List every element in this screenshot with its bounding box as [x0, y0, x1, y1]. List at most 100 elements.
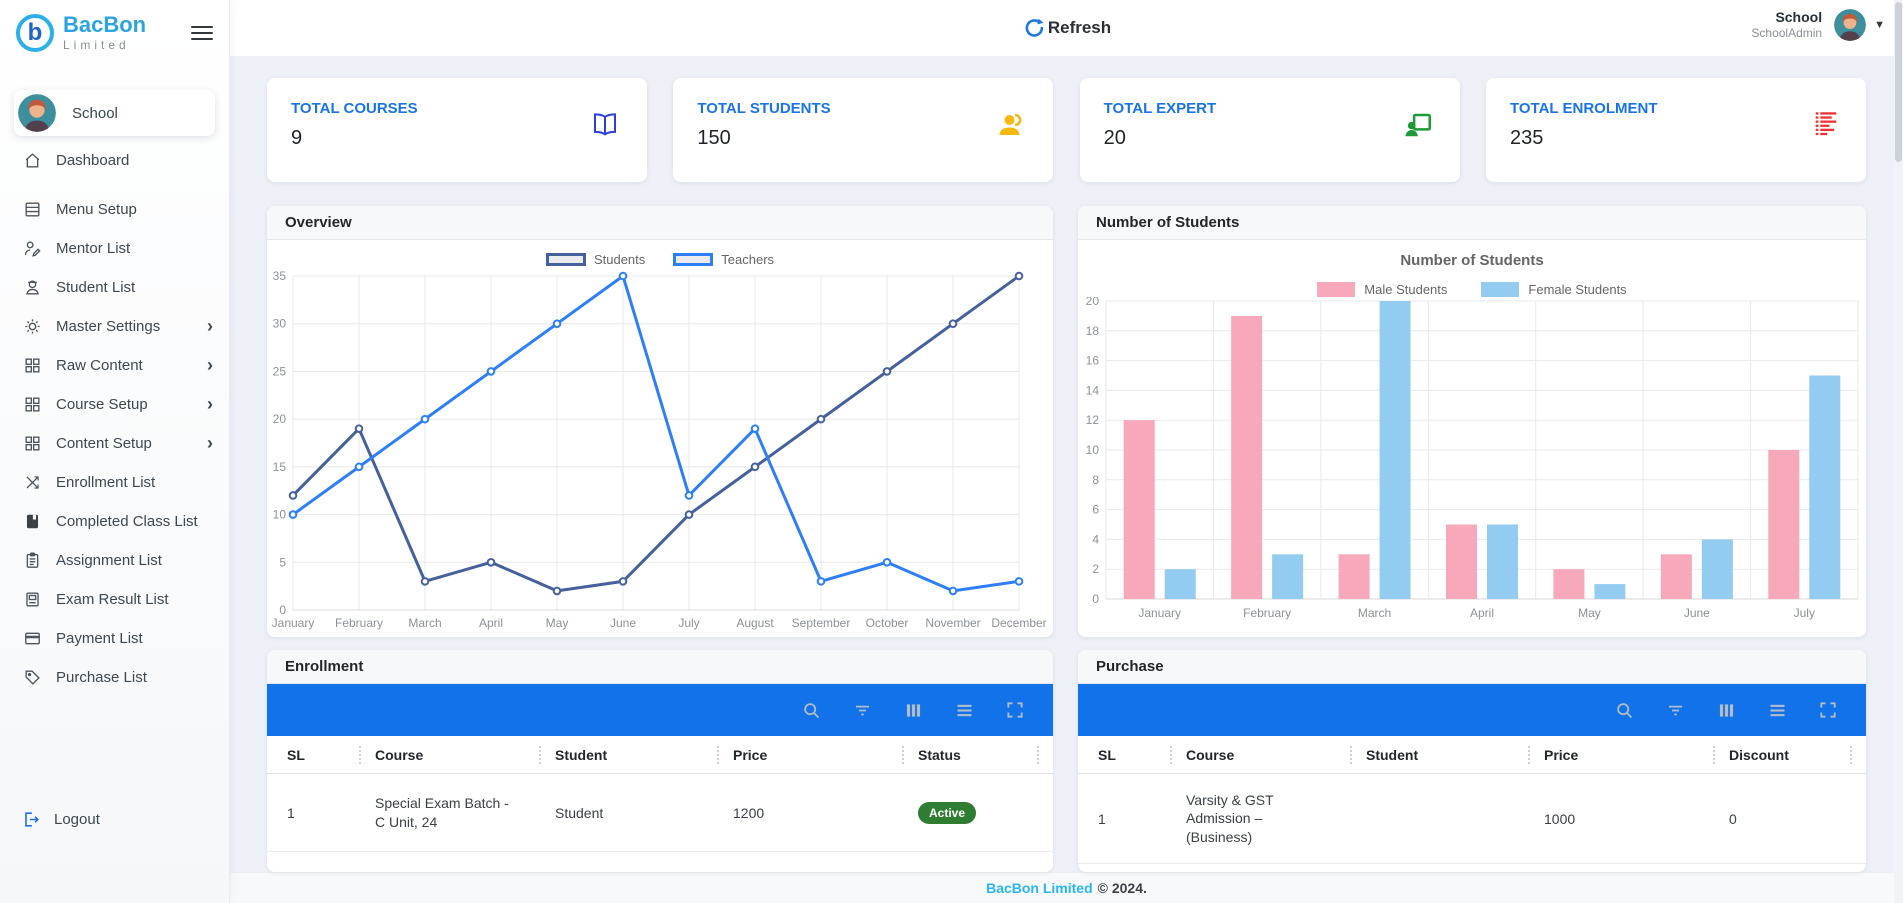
- columns-icon[interactable]: [903, 700, 924, 721]
- sidebar-item-mentor-list[interactable]: Mentor List: [0, 232, 229, 264]
- sidebar-item-enrollment-list[interactable]: Enrollment List: [0, 466, 229, 498]
- students-bar-chart: 0 2 4 6 8 10 12 14 16 18 20 January February March Apr…: [1078, 294, 1866, 631]
- charts-row: Overview Students Teachers 0 5 10 15 20 25 30 3…: [230, 206, 1903, 637]
- svg-text:December: December: [991, 616, 1046, 630]
- density-icon[interactable]: [954, 700, 975, 721]
- col-header-status[interactable]: Status: [918, 736, 1053, 773]
- sidebar-item-course-setup[interactable]: Course Setup ›: [0, 388, 229, 420]
- grid-icon: [22, 355, 42, 375]
- svg-text:15: 15: [273, 460, 287, 474]
- table-row[interactable]: 1 Special Exam Batch - C Unit, 24 Studen…: [267, 774, 1053, 852]
- svg-text:16: 16: [1086, 354, 1100, 368]
- school-selector[interactable]: School: [14, 90, 215, 136]
- sidebar-item-label: Purchase List: [56, 668, 147, 686]
- sidebar-item-content-setup[interactable]: Content Setup ›: [0, 427, 229, 459]
- cell-price: 1000: [1544, 810, 1576, 827]
- search-icon[interactable]: [801, 700, 822, 721]
- refresh-icon: [1025, 18, 1044, 37]
- refresh-button[interactable]: Refresh: [1022, 16, 1111, 40]
- purchase-header-row: SL Course Student Price Discount: [1078, 736, 1866, 774]
- sidebar-item-label: Raw Content: [56, 356, 143, 374]
- status-badge: Active: [918, 801, 977, 824]
- svg-text:May: May: [1578, 606, 1601, 620]
- svg-text:February: February: [335, 616, 383, 630]
- svg-text:April: April: [1470, 606, 1494, 620]
- cell-sl: 1: [1098, 810, 1106, 827]
- sidebar-item-student-list[interactable]: Student List: [0, 271, 229, 303]
- svg-text:10: 10: [1086, 443, 1100, 457]
- scrollbar[interactable]: [1894, 0, 1903, 903]
- sidebar-item-purchase-list[interactable]: Purchase List: [0, 661, 229, 693]
- table-row[interactable]: 1 Varsity & GST Admission – (Business) 1…: [1078, 774, 1866, 864]
- sidebar-item-label: Completed Class List: [56, 512, 198, 530]
- fullscreen-icon[interactable]: [1005, 700, 1025, 720]
- svg-text:October: October: [866, 616, 909, 630]
- overview-panel-title: Overview: [267, 206, 1053, 240]
- card-title: TOTAL ENROLMENT: [1509, 100, 1658, 117]
- enrolment-list-icon: [1812, 110, 1840, 147]
- columns-icon[interactable]: [1716, 700, 1737, 721]
- density-icon[interactable]: [1767, 700, 1788, 721]
- sidebar-item-raw-content[interactable]: Raw Content ›: [0, 349, 229, 381]
- cell-student: Student: [555, 804, 604, 821]
- chevron-right-icon: ›: [207, 355, 213, 375]
- svg-text:0: 0: [279, 603, 286, 617]
- search-icon[interactable]: [1614, 700, 1635, 721]
- sidebar-item-master-settings[interactable]: Master Settings ›: [0, 310, 229, 342]
- book-icon: [22, 511, 42, 531]
- footer: BacBon Limited © 2024.: [230, 872, 1903, 903]
- user-menu[interactable]: School SchoolAdmin ▼: [1751, 8, 1885, 42]
- svg-text:September: September: [792, 616, 851, 630]
- svg-text:0: 0: [1092, 592, 1099, 606]
- sidebar-item-payment-list[interactable]: Payment List: [0, 622, 229, 654]
- brand-text: BacBon Limited: [63, 14, 146, 53]
- hamburger-menu-icon[interactable]: [191, 22, 213, 44]
- svg-text:20: 20: [1086, 297, 1100, 308]
- gear-icon: [22, 316, 42, 336]
- card-value: 150: [697, 127, 731, 149]
- col-header-student[interactable]: Student: [555, 736, 733, 773]
- col-header-price[interactable]: Price: [733, 736, 918, 773]
- sidebar-item-completed-class-list[interactable]: Completed Class List: [0, 505, 229, 537]
- card-value: 9: [291, 127, 303, 149]
- sidebar-item-assignment-list[interactable]: Assignment List: [0, 544, 229, 576]
- tables-row: Enrollment SL Course Student Price Statu…: [230, 650, 1903, 872]
- col-header-sl[interactable]: SL: [1098, 736, 1186, 773]
- col-header-discount[interactable]: Discount: [1729, 736, 1866, 773]
- filter-icon[interactable]: [852, 700, 873, 721]
- fullscreen-icon[interactable]: [1818, 700, 1838, 720]
- card-total-enrolment: TOTAL ENROLMENT 235: [1485, 78, 1866, 182]
- footer-brand-link[interactable]: BacBon Limited: [986, 880, 1093, 896]
- clipboard-icon: [22, 550, 42, 570]
- male-legend-swatch: [1317, 282, 1356, 297]
- cell-discount: 0: [1729, 810, 1737, 827]
- stat-cards-row: TOTAL COURSES 9 TOTAL STUDENTS 150 TOTAL…: [230, 78, 1903, 182]
- card-total-expert: TOTAL EXPERT 20: [1079, 78, 1460, 182]
- sidebar-item-label: Assignment List: [56, 551, 162, 569]
- svg-text:4: 4: [1092, 532, 1099, 546]
- user-text: School SchoolAdmin: [1751, 8, 1822, 42]
- topbar: Refresh School SchoolAdmin ▼: [230, 0, 1903, 56]
- svg-text:June: June: [1684, 606, 1710, 620]
- cell-course: Special Exam Batch - C Unit, 24: [375, 795, 509, 830]
- scrollbar-thumb[interactable]: [1895, 2, 1902, 162]
- sidebar-item-menu-setup[interactable]: Menu Setup: [0, 193, 229, 225]
- col-header-price[interactable]: Price: [1544, 736, 1729, 773]
- col-header-course[interactable]: Course: [1186, 736, 1366, 773]
- credit-card-icon: [22, 628, 42, 648]
- sidebar-nav: Dashboard Menu Setup Mentor List Student…: [0, 144, 229, 693]
- col-header-student[interactable]: Student: [1366, 736, 1544, 773]
- col-header-course[interactable]: Course: [375, 736, 555, 773]
- logout-button[interactable]: Logout: [0, 803, 229, 835]
- svg-text:35: 35: [273, 270, 287, 283]
- bar-chart-title: Number of Students: [1400, 252, 1544, 269]
- students-legend-swatch: [545, 252, 586, 266]
- purchase-panel: Purchase SL Course Student Price Discoun…: [1078, 650, 1866, 872]
- col-header-sl[interactable]: SL: [287, 736, 375, 773]
- svg-text:March: March: [408, 616, 441, 630]
- enrollment-panel: Enrollment SL Course Student Price Statu…: [267, 650, 1053, 872]
- sidebar-item-exam-result-list[interactable]: Exam Result List: [0, 583, 229, 615]
- legend-label: Female Students: [1528, 282, 1627, 297]
- sidebar-item-dashboard[interactable]: Dashboard: [0, 144, 229, 176]
- filter-icon[interactable]: [1665, 700, 1686, 721]
